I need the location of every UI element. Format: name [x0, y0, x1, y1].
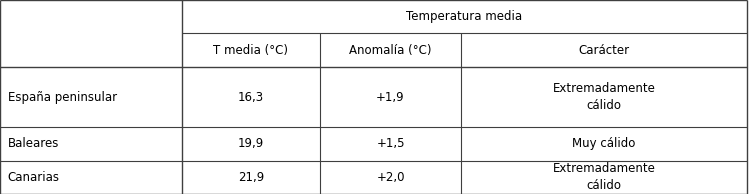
Text: Anomalía (°C): Anomalía (°C) [349, 44, 432, 57]
Text: 19,9: 19,9 [238, 137, 264, 150]
Text: Temperatura media: Temperatura media [406, 10, 523, 23]
Text: 21,9: 21,9 [238, 171, 264, 184]
Text: T media (°C): T media (°C) [213, 44, 288, 57]
Text: +1,5: +1,5 [376, 137, 405, 150]
Text: +1,9: +1,9 [376, 90, 405, 104]
Text: Canarias: Canarias [8, 171, 59, 184]
Text: Extremadamente
cálido: Extremadamente cálido [553, 162, 656, 192]
Text: España peninsular: España peninsular [8, 90, 116, 104]
Text: Baleares: Baleares [8, 137, 59, 150]
Text: Muy cálido: Muy cálido [572, 137, 636, 150]
Text: 16,3: 16,3 [238, 90, 264, 104]
Text: +2,0: +2,0 [376, 171, 405, 184]
Text: Carácter: Carácter [578, 44, 630, 57]
Text: Extremadamente
cálido: Extremadamente cálido [553, 82, 656, 112]
